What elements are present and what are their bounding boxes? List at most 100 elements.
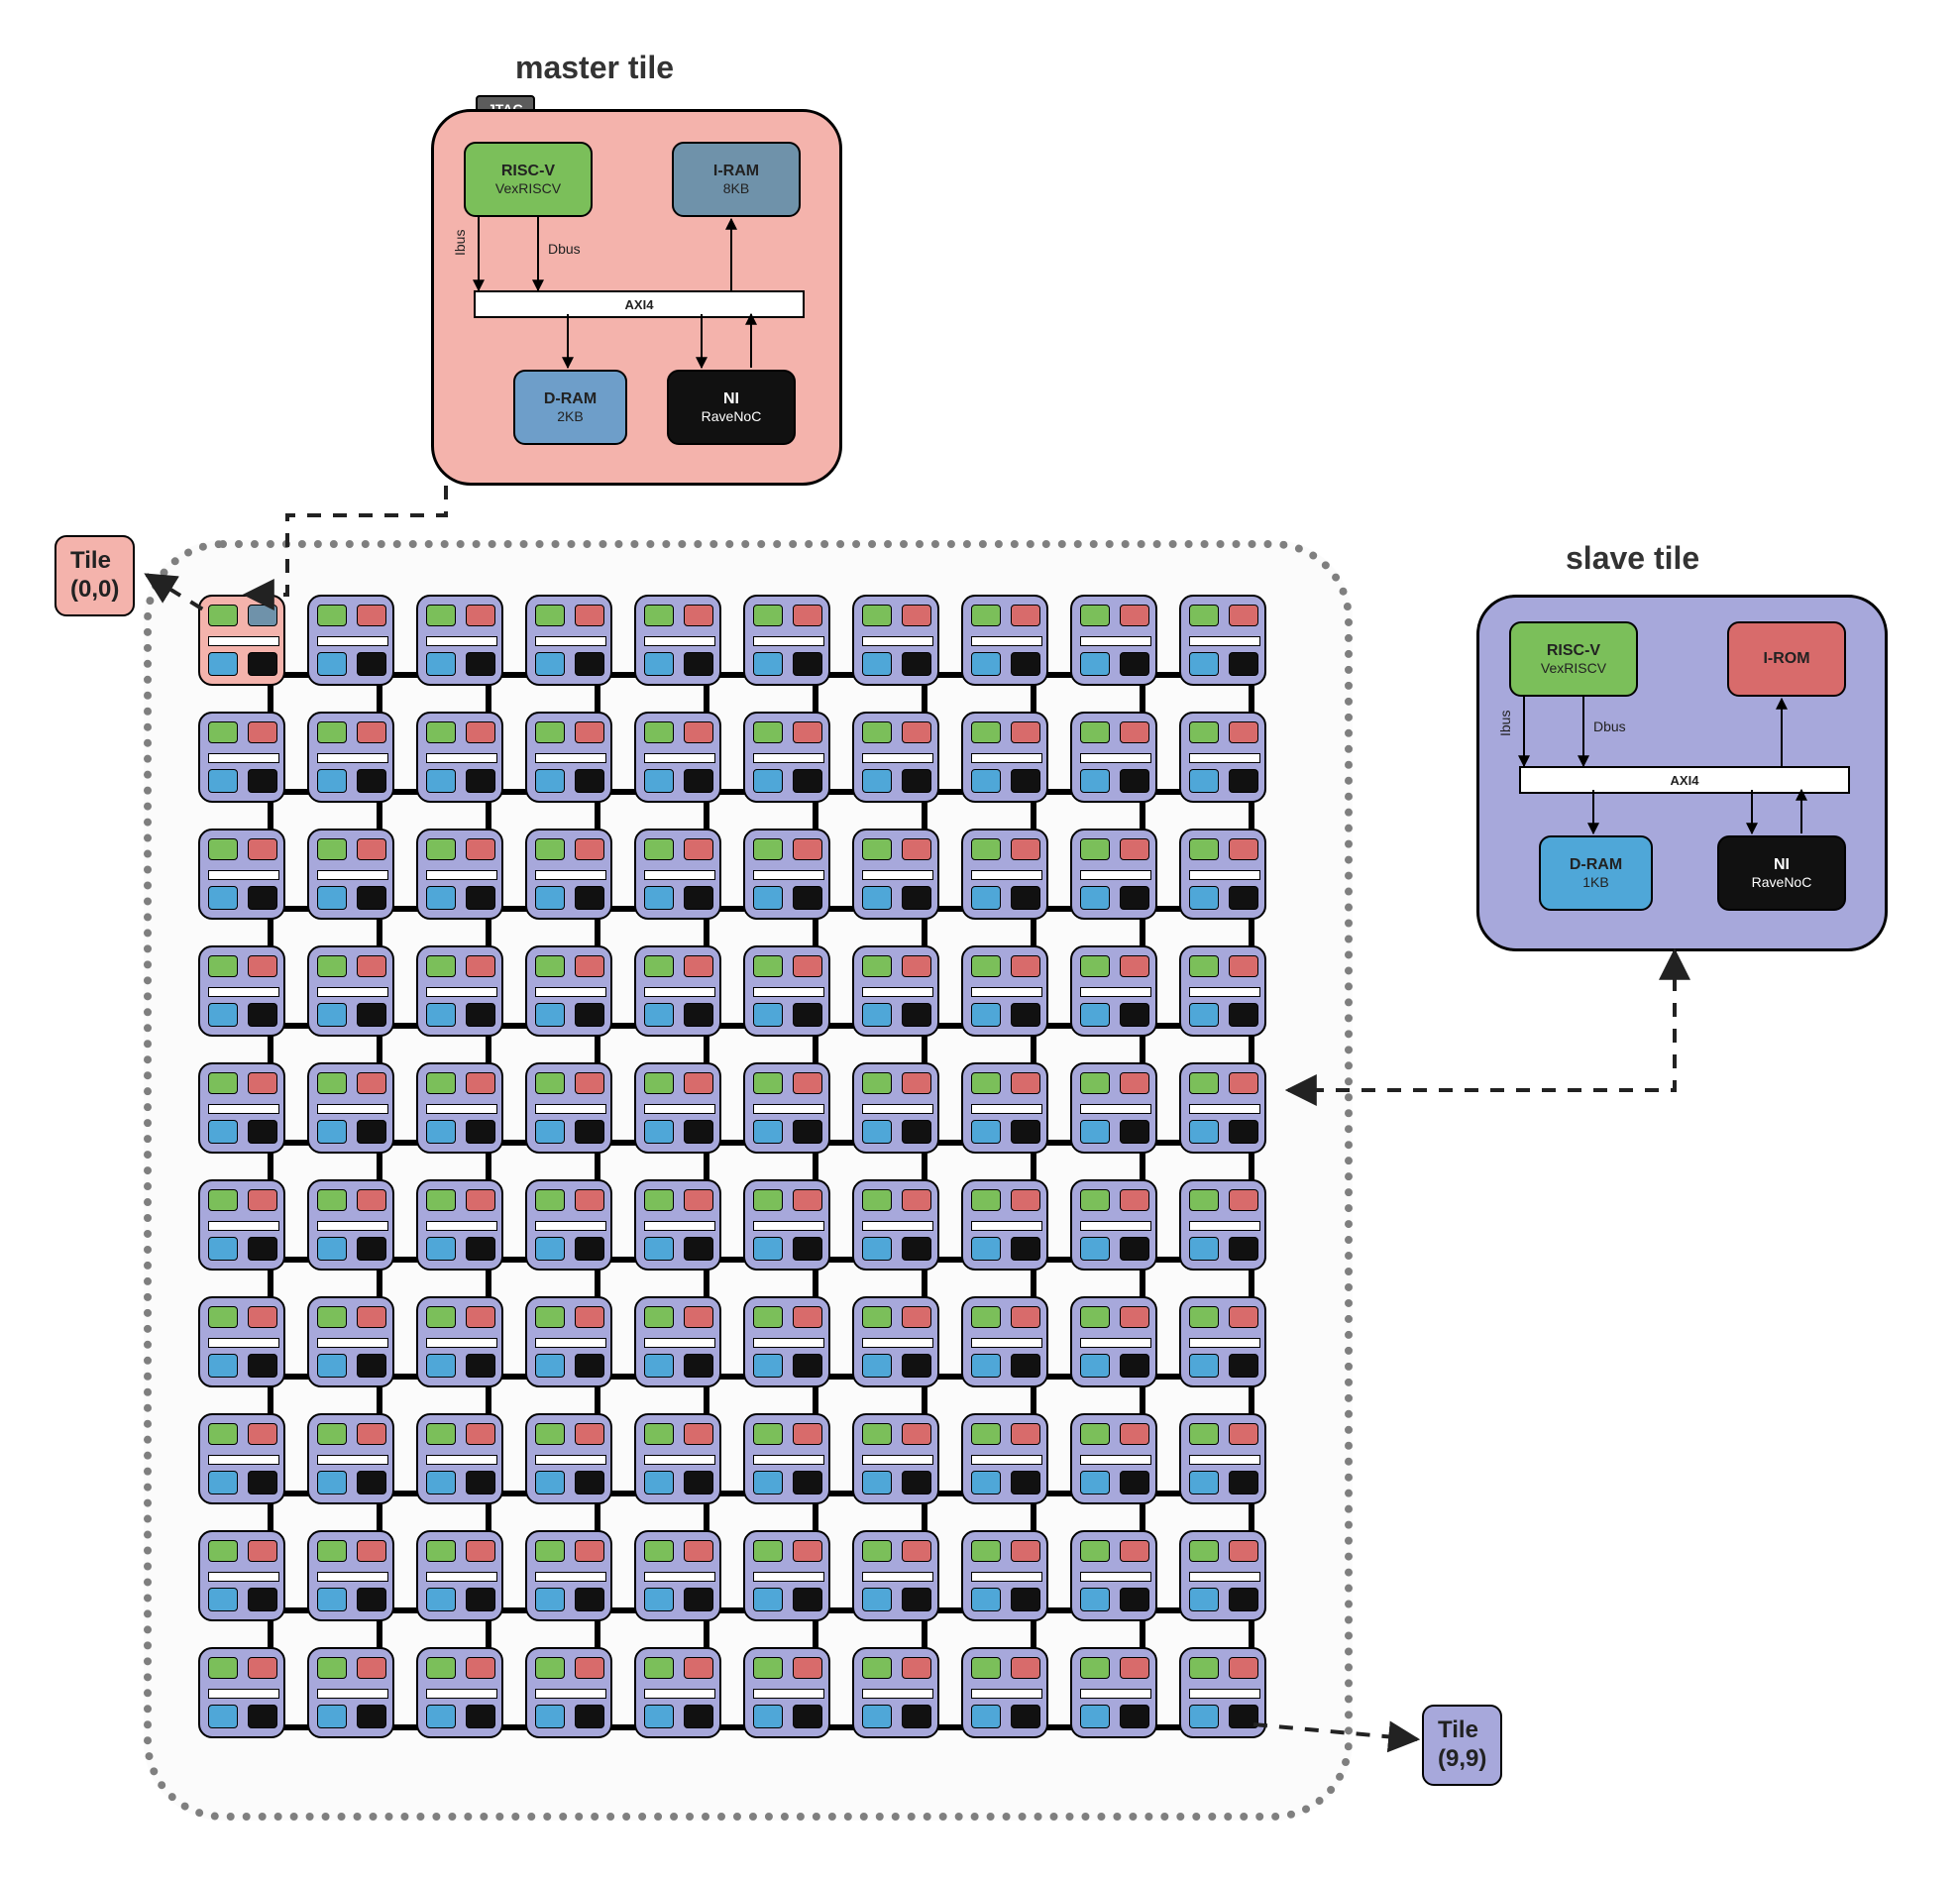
- mini-irom: [466, 955, 495, 977]
- ibus-label: Ibus: [1497, 711, 1513, 736]
- mini-riscv: [753, 1189, 783, 1211]
- mini-riscv: [317, 721, 347, 743]
- block-dram: D-RAM 2KB: [513, 370, 627, 445]
- mini-dram: [644, 769, 674, 793]
- mini-riscv: [317, 1423, 347, 1445]
- mini-irom: [357, 1306, 386, 1328]
- mini-irom: [248, 838, 277, 860]
- mini-irom: [793, 838, 822, 860]
- mini-ni: [1120, 1588, 1149, 1611]
- mini-riscv: [1189, 1540, 1219, 1562]
- mini-irom: [902, 1072, 931, 1094]
- mini-axi: [208, 753, 279, 763]
- mini-ni: [1011, 1588, 1040, 1611]
- mini-tile-slave: [198, 1413, 285, 1504]
- mini-dram: [862, 1120, 892, 1144]
- mini-ni: [793, 1237, 822, 1261]
- mini-ni: [684, 1120, 713, 1144]
- block-l2: VexRISCV: [1541, 660, 1606, 677]
- mini-tile-slave: [634, 1530, 721, 1621]
- mini-ni: [684, 1705, 713, 1728]
- mini-axi: [317, 636, 388, 646]
- mini-irom: [1229, 1072, 1258, 1094]
- mini-irom: [575, 838, 604, 860]
- mini-irom: [1229, 955, 1258, 977]
- mini-irom: [902, 1423, 931, 1445]
- mini-irom: [575, 1306, 604, 1328]
- mini-tile-slave: [852, 1179, 939, 1271]
- mini-dram: [971, 1237, 1001, 1261]
- mini-dram: [753, 886, 783, 910]
- mini-riscv: [1189, 1189, 1219, 1211]
- mini-dram: [753, 652, 783, 676]
- mini-dram: [208, 1354, 238, 1378]
- mini-axi: [317, 1572, 388, 1582]
- mini-dram: [208, 1705, 238, 1728]
- block-l2: RaveNoC: [1752, 874, 1812, 891]
- mini-axi: [862, 1572, 933, 1582]
- axi-bar: AXI4: [1519, 766, 1850, 794]
- mini-riscv: [1080, 1540, 1110, 1562]
- mini-axi: [535, 636, 606, 646]
- mini-dram: [208, 769, 238, 793]
- mini-axi: [208, 1572, 279, 1582]
- mini-tile-slave: [961, 712, 1048, 803]
- mini-axi: [535, 1221, 606, 1231]
- mini-riscv: [317, 1072, 347, 1094]
- mini-riscv: [644, 605, 674, 626]
- mini-riscv: [426, 1540, 456, 1562]
- mini-axi: [1080, 753, 1151, 763]
- mini-axi: [1189, 753, 1260, 763]
- mini-riscv: [535, 1189, 565, 1211]
- mini-ni: [1120, 1354, 1149, 1378]
- mini-riscv: [753, 1072, 783, 1094]
- mini-irom: [357, 1423, 386, 1445]
- mini-axi: [317, 1104, 388, 1114]
- mini-tile-slave: [307, 1647, 394, 1738]
- mini-ni: [793, 769, 822, 793]
- mini-dram: [1189, 886, 1219, 910]
- mini-riscv: [208, 1540, 238, 1562]
- mini-dram: [1080, 769, 1110, 793]
- mini-irom: [793, 1540, 822, 1562]
- mini-tile-slave: [1070, 1062, 1157, 1154]
- mini-ni: [466, 1471, 495, 1494]
- mini-ni: [357, 886, 386, 910]
- mini-dram: [753, 1003, 783, 1027]
- mini-riscv: [971, 721, 1001, 743]
- mini-ni: [248, 769, 277, 793]
- mini-axi: [426, 1455, 497, 1465]
- mini-dram: [753, 769, 783, 793]
- mini-irom: [357, 1657, 386, 1679]
- mini-tile-slave: [1179, 1647, 1266, 1738]
- mini-dram: [426, 886, 456, 910]
- mini-axi: [535, 1338, 606, 1348]
- mini-ni: [1011, 1120, 1040, 1144]
- mini-riscv: [1080, 1072, 1110, 1094]
- mini-dram: [862, 1003, 892, 1027]
- mini-dram: [971, 652, 1001, 676]
- mini-axi: [1189, 1338, 1260, 1348]
- mini-riscv: [971, 1423, 1001, 1445]
- mini-ni: [248, 1354, 277, 1378]
- mini-axi: [535, 1572, 606, 1582]
- mini-dram: [426, 652, 456, 676]
- mini-ni: [357, 1705, 386, 1728]
- mini-ni: [902, 1588, 931, 1611]
- mini-ni: [793, 1120, 822, 1144]
- mini-ni: [684, 1588, 713, 1611]
- mini-axi: [1080, 1455, 1151, 1465]
- mini-irom: [1229, 1423, 1258, 1445]
- mini-tile-slave: [198, 1179, 285, 1271]
- master-tile-panel: RISC-V VexRISCV I-RAM 8KB Ibus Dbus AXI4…: [431, 109, 842, 486]
- mini-axi: [208, 636, 279, 646]
- mini-axi: [971, 1338, 1042, 1348]
- mini-tile-slave: [961, 1413, 1048, 1504]
- mini-dram: [1189, 652, 1219, 676]
- mini-axi: [971, 1572, 1042, 1582]
- mini-axi: [753, 1221, 824, 1231]
- mini-dram: [426, 1705, 456, 1728]
- mini-dram: [1080, 1003, 1110, 1027]
- mini-ni: [466, 1237, 495, 1261]
- mini-irom: [357, 1540, 386, 1562]
